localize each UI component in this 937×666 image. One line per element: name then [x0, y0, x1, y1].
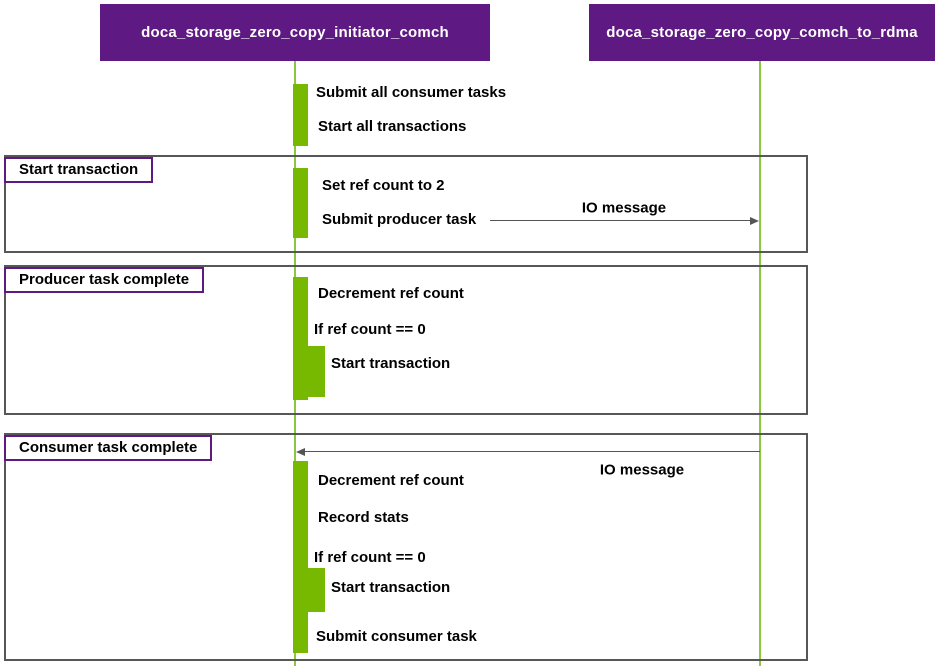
io-message-arrow-right [490, 220, 752, 221]
activation-bar-frame2-nested [308, 346, 325, 397]
step-if-ref-count-zero-1: If ref count == 0 [314, 321, 426, 338]
arrowhead-right-icon [750, 217, 759, 225]
step-start-transaction-nested-2: Start transaction [331, 579, 451, 596]
frame-consumer-task-complete [4, 433, 808, 661]
step-start-all-transactions: Start all transactions [318, 118, 467, 135]
activation-bar-frame3 [293, 461, 308, 653]
activation-bar-intro [293, 84, 308, 146]
lifeline-comch-to-rdma [759, 61, 761, 666]
step-set-ref-count: Set ref count to 2 [322, 177, 445, 194]
io-message-label-2: IO message [599, 461, 685, 479]
io-message-label-1: IO message [581, 199, 667, 217]
io-message-arrow-left [304, 451, 760, 452]
participant-comch-to-rdma: doca_storage_zero_copy_comch_to_rdma [589, 4, 935, 61]
frame-label-start-transaction: Start transaction [4, 157, 154, 183]
frame-label-consumer-task-complete: Consumer task complete [4, 435, 213, 461]
step-if-ref-count-zero-2: If ref count == 0 [314, 549, 426, 566]
step-decrement-ref-count-2: Decrement ref count [318, 472, 464, 489]
step-decrement-ref-count-1: Decrement ref count [318, 285, 464, 302]
frame-start-transaction [4, 155, 808, 253]
activation-bar-frame1 [293, 168, 308, 238]
step-submit-all-consumer-tasks: Submit all consumer tasks [316, 84, 507, 101]
frame-label-producer-task-complete: Producer task complete [4, 267, 205, 293]
activation-bar-frame3-nested [308, 568, 325, 612]
step-start-transaction-nested-1: Start transaction [331, 355, 451, 372]
frame-producer-task-complete [4, 265, 808, 415]
step-record-stats: Record stats [318, 509, 409, 526]
step-submit-producer-task: Submit producer task [322, 211, 477, 228]
arrowhead-left-icon [296, 448, 305, 456]
step-submit-consumer-task: Submit consumer task [316, 628, 477, 645]
participant-initiator-comch: doca_storage_zero_copy_initiator_comch [100, 4, 490, 61]
activation-bar-frame2 [293, 277, 308, 400]
